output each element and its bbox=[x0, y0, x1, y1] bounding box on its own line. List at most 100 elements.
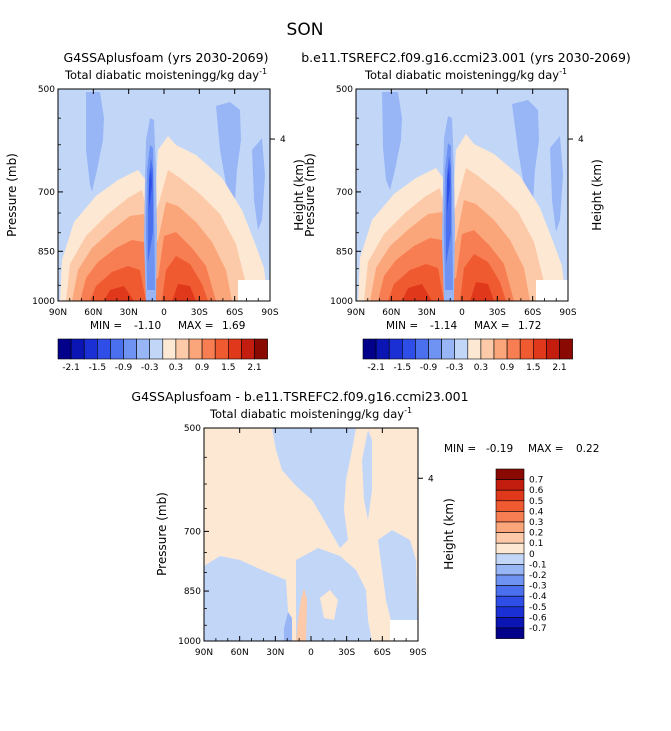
panel-c-legend-swatch bbox=[495, 542, 525, 555]
panel-c-ylabel-right: Height (km) bbox=[442, 498, 456, 569]
panel-b-legend-swatch bbox=[428, 338, 442, 360]
panel-a-contour-pos5 bbox=[90, 266, 146, 301]
panel-b-ytick-label: 700 bbox=[336, 188, 353, 198]
panel-c-max-label: MAX = bbox=[528, 443, 564, 455]
panel-c-legend-label: -0.3 bbox=[529, 582, 547, 592]
panel-c-legend-swatch bbox=[495, 500, 525, 512]
panel-b-ytick-label: 850 bbox=[336, 247, 353, 257]
panel-b-ytick-label: 1000 bbox=[330, 297, 353, 307]
panel-c-ylabel: Pressure (mb) bbox=[155, 492, 169, 576]
panel-b-legend-swatch bbox=[441, 338, 456, 360]
panel-c-legend-swatch bbox=[495, 585, 525, 597]
panel-b-legend-swatch bbox=[519, 338, 534, 360]
panel-b-ylabel-right: Height (km) bbox=[590, 159, 604, 230]
panel-a-max-label: MAX = bbox=[178, 320, 214, 332]
panel-c-legend-label: -0.2 bbox=[529, 571, 547, 581]
panel-c-ytick-label: 850 bbox=[184, 587, 201, 597]
panel-a-xtick-label: 30N bbox=[120, 308, 138, 318]
panel-c-legend-swatch bbox=[495, 521, 525, 533]
panel-b-subtitle: Total diabatic moisteningg/kg day-1 bbox=[364, 67, 567, 82]
panel-c-legend-swatch bbox=[495, 606, 525, 618]
panel-b-units-exp: -1 bbox=[559, 67, 567, 76]
panel-a-legend-swatch bbox=[201, 338, 216, 360]
panel-b-legend-label: 2.1 bbox=[552, 363, 566, 373]
panel-c-legend-swatch bbox=[495, 489, 525, 502]
panel-a-legend-swatch bbox=[162, 338, 177, 360]
panel-b-legend-label: 0.9 bbox=[500, 363, 515, 373]
panel-a-max-value: 1.69 bbox=[222, 320, 245, 332]
panel-c-subtitle: Total diabatic moisteningg/kg day-1 bbox=[209, 406, 412, 421]
panel-c-xtick-label: 0 bbox=[308, 648, 314, 658]
panel-b: b.e11.TSREFC2.f09.g16.ccmi23.001 (yrs 20… bbox=[301, 50, 631, 373]
panel-b-legend-swatch bbox=[454, 338, 469, 360]
panel-a-legend-label: -1.5 bbox=[89, 363, 107, 373]
panel-a-legend-swatch bbox=[136, 338, 151, 360]
panel-c-units-exp: -1 bbox=[404, 406, 412, 415]
panel-c-ytick-right-label: 4 bbox=[428, 474, 434, 484]
panel-b-xtick-label: 90N bbox=[347, 308, 365, 318]
panel-c-title: G4SSAplusfoam - b.e11.TSREFC2.f09.g16.cc… bbox=[131, 389, 468, 404]
panel-c-xtick-label: 30N bbox=[266, 648, 284, 658]
panel-c-xtick-label: 90S bbox=[409, 648, 426, 658]
panel-c-legend-swatch bbox=[495, 479, 525, 491]
panel-b-contour-pos6b bbox=[470, 282, 494, 301]
panel-c-xtick-label: 60S bbox=[374, 648, 391, 658]
panel-a-legend-swatch bbox=[83, 338, 98, 360]
panel-a-legend-swatch bbox=[149, 338, 164, 360]
panel-b-xtick-label: 60S bbox=[524, 308, 541, 318]
panel-b-min-value: -1.14 bbox=[430, 320, 457, 332]
panel-c-legend-swatch bbox=[495, 553, 525, 565]
panel-b-legend-swatch bbox=[506, 338, 521, 360]
panel-c-legend-label: -0.4 bbox=[529, 592, 547, 602]
panel-a-ytick-right-label: 4 bbox=[280, 135, 286, 145]
panel-a-missing bbox=[238, 280, 270, 301]
panel-a-units-exp: -1 bbox=[259, 67, 267, 76]
panel-a-ytick-label: 850 bbox=[38, 247, 55, 257]
panel-c-field bbox=[204, 428, 418, 641]
panel-a-legend-swatch bbox=[70, 338, 85, 360]
panel-b-legend-swatch bbox=[532, 338, 547, 360]
panel-c-legend: 0.70.60.50.40.30.20.10-0.1-0.2-0.3-0.4-0… bbox=[495, 468, 547, 639]
panel-a-jet-4 bbox=[149, 168, 152, 210]
panel-b-contour-pos5 bbox=[388, 264, 444, 301]
panel-a-legend-label: 0.9 bbox=[195, 363, 210, 373]
panel-c-contour-neg-strip bbox=[362, 430, 372, 520]
panel-b-contour-neg-edge bbox=[550, 136, 563, 232]
panel-a-xtick-label: 0 bbox=[161, 308, 167, 318]
panel-b-legend-label: -2.1 bbox=[367, 363, 385, 373]
panel-c-contour-neg-right bbox=[378, 530, 418, 641]
panel-c-legend-swatch bbox=[495, 468, 525, 480]
panel-c-ytick-label: 1000 bbox=[178, 637, 201, 647]
panel-c-contour-neg-top bbox=[272, 428, 356, 548]
panel-a-contour-pos5b bbox=[162, 256, 208, 301]
panel-c-legend-swatch bbox=[495, 627, 525, 639]
panel-a-contour-neg-right bbox=[216, 102, 241, 200]
panel-b-xtick-label: 90S bbox=[559, 308, 576, 318]
panel-c-legend-label: 0.5 bbox=[529, 497, 543, 507]
panel-a-title: G4SSAplusfoam (yrs 2030-2069) bbox=[64, 50, 269, 65]
panel-b-legend-swatch bbox=[415, 338, 429, 360]
panel-b-legend-label: 0.3 bbox=[474, 363, 488, 373]
page-title: SON bbox=[287, 20, 324, 40]
panel-a-legend-label: 2.1 bbox=[247, 363, 261, 373]
panel-a-contour-neg-left bbox=[86, 92, 104, 192]
panel-b-max-value: 1.72 bbox=[518, 320, 541, 332]
panel-b-legend-swatch bbox=[401, 338, 416, 360]
panel-a-xtick-label: 90S bbox=[261, 308, 278, 318]
panel-c-legend-label: 0.4 bbox=[529, 507, 544, 517]
panel-b-contour-pos5b bbox=[460, 254, 506, 301]
panel-a-ylabel: Pressure (mb) bbox=[5, 153, 19, 237]
panel-a-contour-pos6 bbox=[104, 286, 134, 301]
panel-b-units: g/kg day bbox=[509, 68, 559, 82]
panel-c-missing bbox=[390, 620, 418, 641]
panel-c-axes: 90N 60N 30N 0 30S 60S 90S 500 700 850 1000 4 bbox=[178, 424, 434, 658]
panel-c-legend-label: 0 bbox=[529, 550, 535, 560]
panel-b-legend-swatch bbox=[362, 338, 377, 360]
panel-c-legend-swatch bbox=[495, 564, 525, 576]
panel-b-jet-4 bbox=[447, 166, 450, 212]
panel-b-missing bbox=[536, 280, 568, 301]
panel-c-contour-neg-left bbox=[204, 556, 290, 641]
panel-b-contour-neg-right bbox=[512, 100, 539, 202]
panel-a-ytick-label: 700 bbox=[38, 188, 55, 198]
panel-c-legend-label: 0.1 bbox=[529, 539, 543, 549]
